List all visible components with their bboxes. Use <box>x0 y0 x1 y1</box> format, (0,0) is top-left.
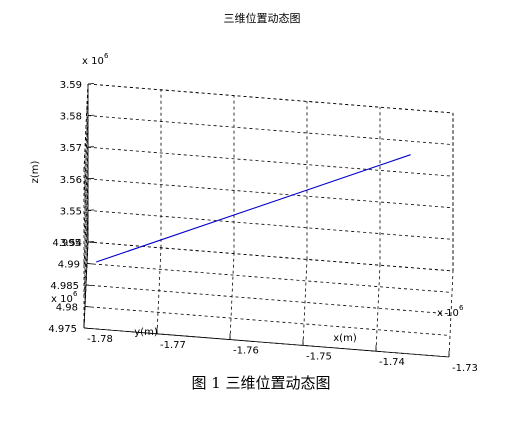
svg-text:x 10: x 10 <box>51 294 73 305</box>
y-tick-label: 4.975 <box>48 324 77 335</box>
svg-text:x 10: x 10 <box>437 308 459 319</box>
y-tick-mark <box>87 241 95 243</box>
floor-grid-y <box>84 306 451 336</box>
x-tick-label: -1.76 <box>233 346 259 357</box>
chart-title: 三维位置动态图 <box>224 11 301 25</box>
box-edge <box>83 83 89 171</box>
side-wall-grid-z <box>83 210 89 297</box>
x-axis-line <box>83 327 450 358</box>
x-tick-label: -1.77 <box>160 340 186 351</box>
svg-text:6: 6 <box>104 52 109 60</box>
x-tick-label: -1.75 <box>306 351 332 362</box>
x-tick-label: -1.78 <box>87 334 113 345</box>
y-tick-label: 4.995 <box>52 238 81 249</box>
back-wall-grid-z <box>87 241 454 272</box>
grid-lines <box>83 83 454 358</box>
y-tick-mark <box>85 284 93 286</box>
z-tick-label: 3.55 <box>60 206 82 217</box>
chart-3d-line: 三维位置动态图 3.54 3.55 3.56 3.57 3.58 3.59 4.975 4.9… <box>30 11 478 374</box>
axes-frame <box>83 83 450 358</box>
side-wall-grid-z <box>83 147 89 234</box>
y-tick-mark <box>84 306 92 308</box>
z-tick-label: 3.57 <box>60 143 82 154</box>
z-tick-mark <box>87 209 95 211</box>
side-wall-grid-z <box>83 115 89 202</box>
tick-labels: 3.54 3.55 3.56 3.57 3.58 3.59 4.975 4.98 4.985 4.… <box>48 80 478 374</box>
z-tick-mark <box>87 177 95 180</box>
svg-text:6: 6 <box>459 304 464 312</box>
side-wall-grid-z <box>83 178 89 265</box>
figure-caption: 图 1 三维位置动态图 <box>191 374 331 392</box>
floor-grid-x <box>375 265 381 352</box>
y-tick-label: 4.99 <box>58 260 80 271</box>
z-tick-label: 3.59 <box>60 80 82 91</box>
y-tick-mark <box>86 263 94 265</box>
trajectory-line <box>96 154 411 263</box>
z-tick-label: 3.58 <box>60 112 82 123</box>
floor-grid-x <box>302 259 308 346</box>
z-tick-label: 3.56 <box>60 175 82 186</box>
y-tick-label: 4.98 <box>56 303 78 314</box>
y-axis-label: y(m) <box>134 327 158 338</box>
back-wall-grid-z <box>87 146 454 177</box>
y-multiplier-label: x 10 6 <box>51 290 78 305</box>
x-tick-label: -1.73 <box>452 363 478 374</box>
z-tick-mark <box>87 114 95 116</box>
y-tick-label: 4.985 <box>50 281 79 292</box>
box-edge <box>87 83 454 114</box>
back-wall-grid-z <box>87 115 454 145</box>
z-tick-label: 3.54 <box>60 238 82 249</box>
y-tick-mark <box>83 327 91 329</box>
z-axis-label: z(m) <box>30 161 41 184</box>
x-tick-label: -1.74 <box>379 357 405 368</box>
svg-text:x 10: x 10 <box>82 56 104 67</box>
back-wall-grid-z <box>87 210 454 240</box>
floor-grid-y <box>86 263 453 293</box>
series-layer <box>96 154 411 263</box>
svg-text:6: 6 <box>73 290 78 298</box>
floor-grid-y <box>85 284 452 315</box>
z-tick-mark <box>87 83 95 85</box>
back-wall-grid-z <box>87 178 454 209</box>
x-axis-label: x(m) <box>333 333 357 344</box>
z-multiplier-label: x 10 6 <box>82 52 109 67</box>
x-multiplier-label: x 10 6 <box>437 304 464 319</box>
z-tick-mark <box>87 146 95 148</box>
